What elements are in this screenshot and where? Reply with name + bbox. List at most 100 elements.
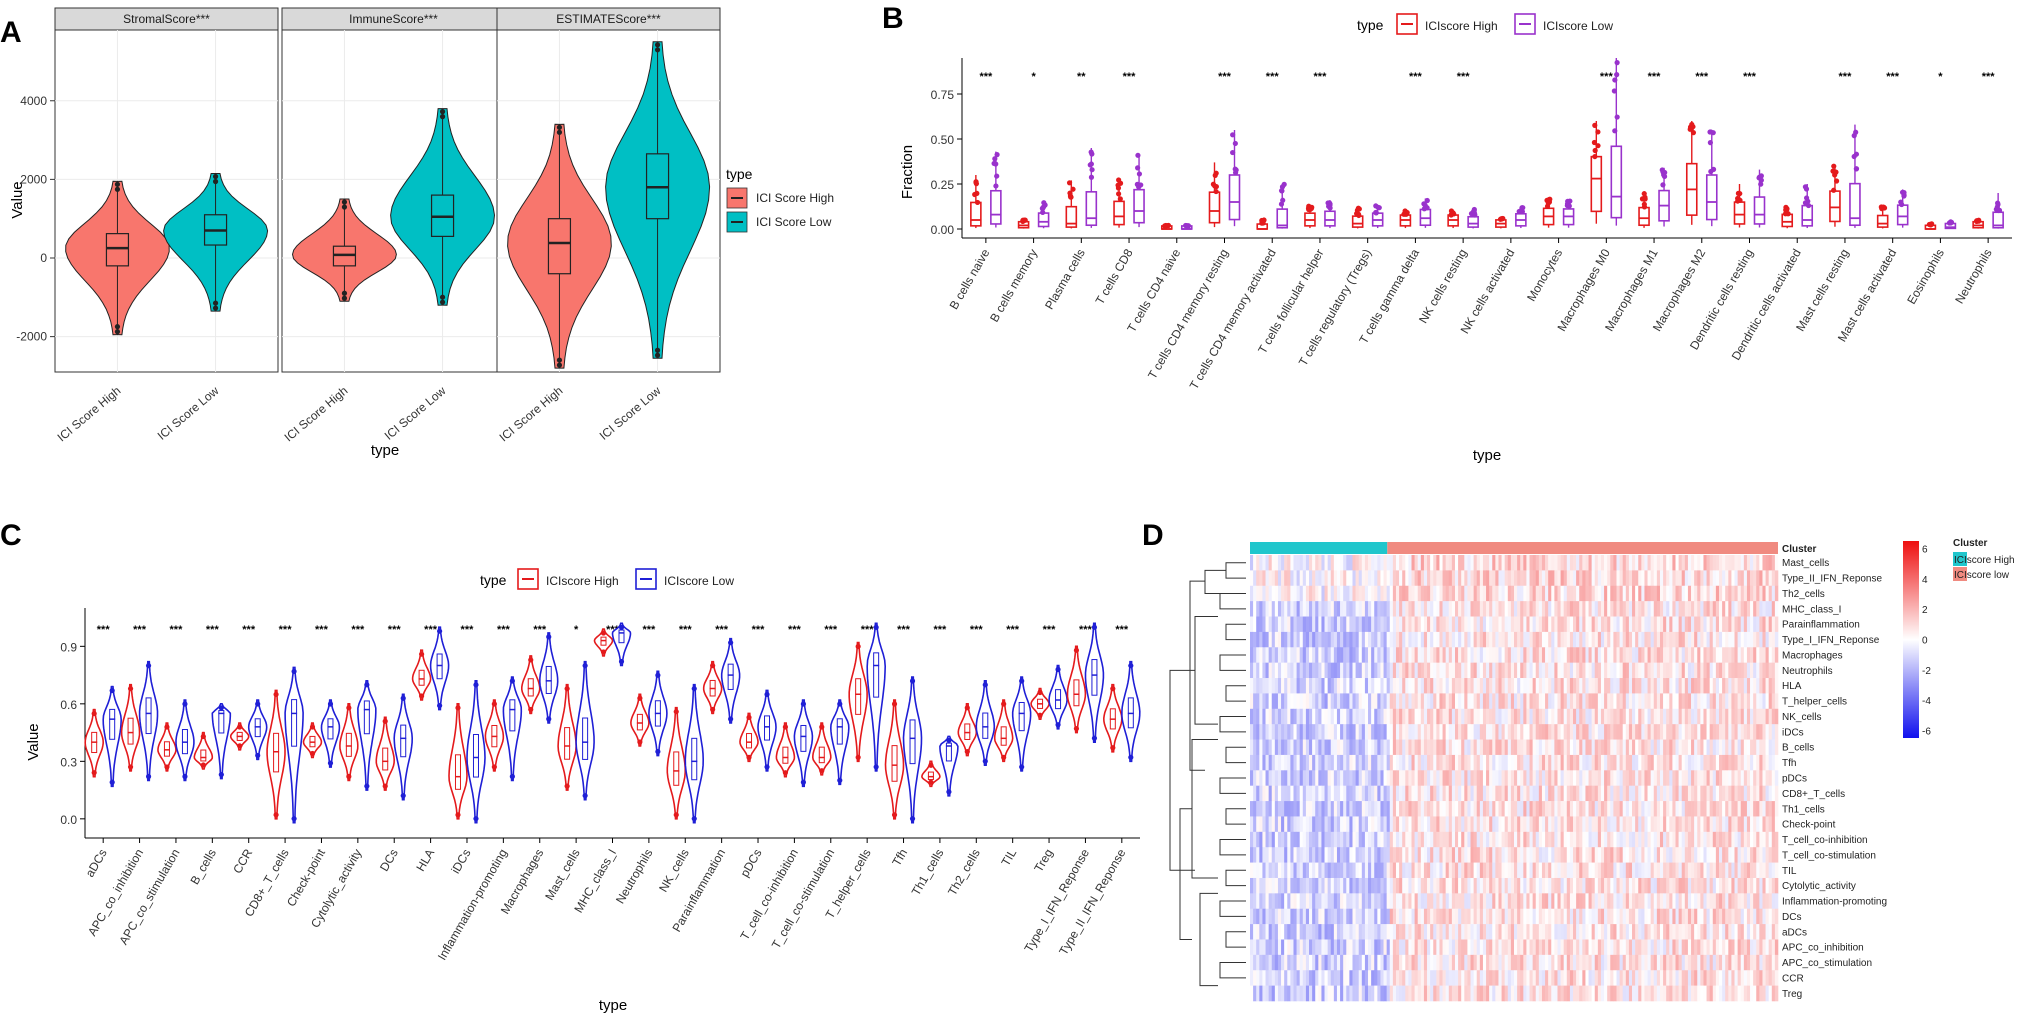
panel-d-cell — [1336, 601, 1341, 617]
panel-d-cell — [1445, 678, 1450, 694]
panel-d-cell — [1436, 862, 1440, 879]
panel-d-cell — [1417, 785, 1422, 802]
panel-d-cell — [1554, 831, 1558, 848]
panel-d-cell — [1454, 601, 1459, 617]
panel-d-cell — [1566, 893, 1571, 910]
panel-d-cell — [1697, 678, 1701, 694]
panel-c-outlier — [1037, 689, 1043, 696]
panel-d-cell — [1548, 555, 1552, 571]
panel-d-cell — [1616, 678, 1620, 694]
panel-a-violin — [507, 123, 612, 369]
panel-d-cell — [1464, 877, 1468, 894]
panel-d-cell — [1377, 555, 1381, 571]
panel-d-cell — [1647, 585, 1651, 602]
panel-b-legend: ICIscore High ICIscore Low — [1396, 13, 1613, 35]
panel-d-cell — [1591, 647, 1596, 663]
panel-d-cell — [1675, 816, 1679, 833]
panel-d-cell — [1284, 739, 1288, 756]
panel-a-xtick-label: ICI Score Low — [382, 383, 449, 442]
panel-d-cell — [1489, 724, 1493, 740]
panel-d-cell — [1545, 862, 1549, 879]
panel-d-cell — [1476, 647, 1481, 663]
panel-b-outlier — [1614, 114, 1620, 120]
panel-d-cell — [1476, 662, 1481, 679]
panel-d-cell — [1336, 724, 1341, 740]
panel-d-cell — [1750, 585, 1754, 602]
panel-d-cell — [1638, 724, 1642, 740]
panel-d-cell — [1619, 601, 1624, 617]
panel-d-cell — [1684, 647, 1689, 663]
panel-d-cell — [1563, 724, 1568, 740]
panel-d-cell — [1557, 555, 1561, 571]
panel-d-cell — [1573, 847, 1577, 863]
panel-d-cell — [1302, 754, 1307, 771]
panel-d-cell — [1346, 831, 1350, 848]
panel-d-cell — [1672, 724, 1676, 740]
panel-d-cell — [1327, 693, 1332, 710]
panel-d-cell — [1532, 585, 1537, 602]
panel-d-cell — [1489, 831, 1493, 848]
panel-d-cell — [1293, 555, 1297, 571]
panel-d-cell — [1473, 739, 1478, 756]
panel-d-cell — [1514, 831, 1518, 848]
panel-d-cell — [1402, 647, 1406, 663]
panel-d-cell — [1448, 816, 1453, 833]
panel-d-cell — [1566, 877, 1571, 894]
panel-d-cell — [1616, 754, 1620, 771]
panel-d-cell — [1364, 831, 1369, 848]
panel-d-cell — [1588, 678, 1592, 694]
panel-a-outlier — [114, 324, 121, 330]
panel-d-cell — [1585, 877, 1589, 894]
panel-d-cell — [1476, 585, 1481, 602]
panel-d-cell — [1321, 908, 1325, 925]
panel-d-cell — [1591, 570, 1596, 587]
panel-d-cell — [1498, 877, 1502, 894]
panel-d-cell — [1573, 801, 1577, 817]
panel-d-cell — [1473, 877, 1478, 894]
panel-d-cell — [1663, 662, 1667, 679]
panel-c-outlier — [182, 701, 188, 707]
panel-d-cell — [1274, 877, 1279, 894]
panel-d-cell — [1371, 647, 1375, 663]
panel-d-cell — [1271, 770, 1276, 786]
panel-d-cell — [1277, 739, 1282, 756]
panel-d-cell — [1281, 708, 1285, 725]
panel-d-cell — [1262, 801, 1266, 817]
panel-d-cell — [1489, 862, 1493, 879]
panel-d-cell — [1594, 770, 1599, 786]
panel-d-cell — [1402, 601, 1406, 617]
panel-d-cell — [1607, 893, 1611, 910]
panel-d-cell — [1470, 831, 1474, 848]
panel-d-cell — [1734, 708, 1738, 725]
panel-b-outlier — [994, 152, 1000, 158]
panel-d-cell — [1548, 678, 1552, 694]
panel-d-cell — [1507, 555, 1512, 571]
panel-d-cell — [1635, 662, 1639, 679]
panel-b-outlier — [1639, 196, 1646, 202]
panel-d-cell — [1557, 724, 1561, 740]
panel-d-cell — [1461, 770, 1465, 786]
panel-d-cell — [1346, 816, 1350, 833]
panel-d-cell — [1414, 801, 1419, 817]
panel-d-cell — [1377, 739, 1381, 756]
panel-d-cell — [1321, 754, 1325, 771]
panel-d-cell — [1563, 601, 1568, 617]
panel-d-cell — [1746, 616, 1751, 633]
panel-a-outlier — [341, 290, 348, 296]
panel-d-cell — [1687, 831, 1692, 848]
panel-c-significance: *** — [861, 624, 875, 636]
panel-d-cell — [1594, 585, 1599, 602]
panel-d-cell — [1510, 754, 1515, 771]
panel-d-cell — [1358, 770, 1363, 786]
panel-d-cell — [1464, 601, 1468, 617]
panel-d-cell — [1343, 754, 1347, 771]
panel-d-cell — [1712, 831, 1717, 848]
panel-d-cell — [1395, 862, 1400, 879]
panel-d-cell — [1507, 816, 1512, 833]
panel-d-cell — [1687, 893, 1692, 910]
panel-b-significance: *** — [1314, 71, 1328, 83]
panel-c-box — [382, 747, 389, 771]
panel-d-cell — [1380, 739, 1384, 756]
panel-d-cell — [1305, 862, 1310, 879]
panel-d-cell — [1600, 785, 1605, 802]
